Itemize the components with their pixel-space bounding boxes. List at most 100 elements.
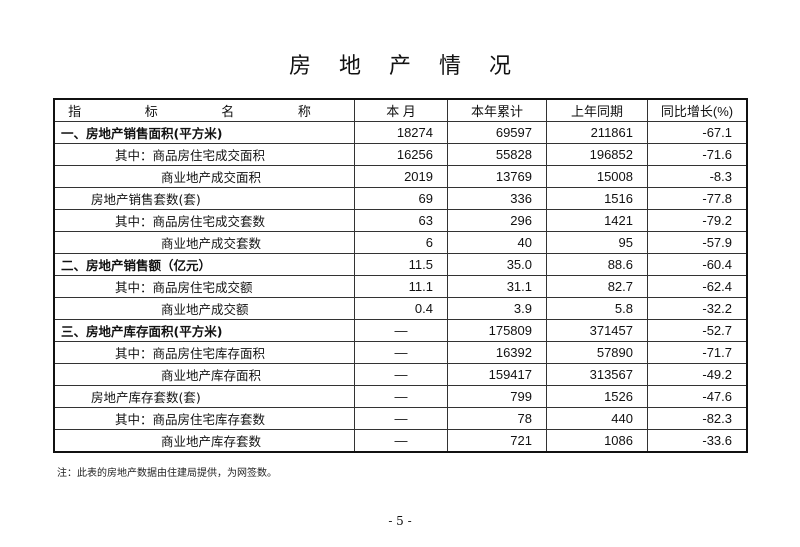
row-value: -49.2 [647,363,748,386]
row-value: — [354,429,448,453]
row-value: 82.7 [546,275,648,298]
table-row: 房地产库存套数(套) —799 1526 -47.6 [53,385,748,408]
row-value: 40 [447,231,547,254]
row-value: 1516 [546,187,648,210]
row-indicator-name: 房地产销售套数(套) [53,187,355,210]
row-indicator-name: 商业地产成交面积 [53,165,355,188]
row-value: 799 [447,385,547,408]
row-indicator-name: 商业地产成交套数 [53,231,355,254]
table-row: 一、房地产销售面积(平方米) 18274 69597 211861 -67.1 [53,121,748,144]
row-value: 5.8 [546,297,648,320]
row-indicator-name: 其中：商品房住宅成交套数 [53,209,355,232]
row-value: 15008 [546,165,648,188]
table-row: 商业地产库存面积 —159417 313567 -49.2 [53,363,748,386]
row-value: -60.4 [647,253,748,276]
row-value: 31.1 [447,275,547,298]
row-value: -57.9 [647,231,748,254]
row-value: 57890 [546,341,648,364]
header-this-month: 本 月 [354,98,448,122]
row-value: 88.6 [546,253,648,276]
page-number: - 5 - [388,514,412,528]
row-value: 69 [354,187,448,210]
table-row: 商业地产库存套数 —721 1086 -33.6 [53,429,748,453]
row-value: 440 [546,407,648,430]
row-value: 69597 [447,121,547,144]
row-value: -52.7 [647,319,748,342]
table-row: 商业地产成交面积 2019 13769 15008 -8.3 [53,165,748,188]
row-value: 78 [447,407,547,430]
row-indicator-name: 商业地产库存套数 [53,429,355,453]
footnote: 注：此表的房地产数据由住建局提供，为网签数。 [57,468,277,479]
row-value: 55828 [447,143,547,166]
row-value: -47.6 [647,385,748,408]
row-value: -32.2 [647,297,748,320]
table-row: 房地产销售套数(套) 69 336 1516 -77.8 [53,187,748,210]
row-value: — [354,407,448,430]
row-value: -62.4 [647,275,748,298]
row-value: 11.1 [354,275,448,298]
title-char: 情 [439,54,462,79]
table-row: 商业地产成交额 0.4 3.9 5.8 -32.2 [53,297,748,320]
row-value: — [354,341,448,364]
row-indicator-name: 三、房地产库存面积(平方米) [53,319,355,342]
row-value: 3.9 [447,297,547,320]
row-value: 1421 [546,209,648,232]
title-char: 地 [338,54,361,79]
row-value: 6 [354,231,448,254]
table-row: 商业地产成交套数 6 40 95 -57.9 [53,231,748,254]
row-value: -71.7 [647,341,748,364]
row-value: 175809 [447,319,547,342]
row-indicator-name: 商业地产成交额 [53,297,355,320]
table-row: 其中：商品房住宅成交套数 63 296 1421 -79.2 [53,209,748,232]
row-indicator-name: 二、房地产销售额（亿元） [53,253,355,276]
table-row: 三、房地产库存面积(平方米) —175809 371457 -52.7 [53,319,748,342]
row-value: — [354,363,448,386]
row-value: 721 [447,429,547,453]
row-value: 35.0 [447,253,547,276]
page-title: 房地产情况 [0,48,800,80]
header-indicator: 指 标 名 称 [53,98,355,122]
row-value: 18274 [354,121,448,144]
row-value: 371457 [546,319,648,342]
row-value: -82.3 [647,407,748,430]
real-estate-table: 指 标 名 称 本 月 本年累计 上年同期 同比增长(%) 一、房地产销售面积(… [53,98,748,453]
row-value: 336 [447,187,547,210]
row-value: 313567 [546,363,648,386]
row-value: 296 [447,209,547,232]
row-indicator-name: 其中：商品房住宅库存套数 [53,407,355,430]
table-row: 其中：商品房住宅成交额 11.1 31.1 82.7 -62.4 [53,275,748,298]
row-value: -77.8 [647,187,748,210]
title-char: 房 [288,54,311,79]
header-yoy: 同比增长(%) [647,98,748,122]
row-indicator-name: 其中：商品房住宅库存面积 [53,341,355,364]
row-indicator-name: 商业地产库存面积 [53,363,355,386]
table-header-row: 指 标 名 称 本 月 本年累计 上年同期 同比增长(%) [53,98,748,122]
row-value: 196852 [546,143,648,166]
header-ytd: 本年累计 [447,98,547,122]
row-value: -71.6 [647,143,748,166]
row-value: — [354,319,448,342]
row-indicator-name: 房地产库存套数(套) [53,385,355,408]
row-value: -33.6 [647,429,748,453]
row-value: -8.3 [647,165,748,188]
title-char: 况 [489,54,512,79]
row-value: 63 [354,209,448,232]
row-value: 1086 [546,429,648,453]
row-value: -67.1 [647,121,748,144]
row-value: 1526 [546,385,648,408]
table-row: 二、房地产销售额（亿元） 11.5 35.0 88.6 -60.4 [53,253,748,276]
row-value: 211861 [546,121,648,144]
row-value: 95 [546,231,648,254]
row-value: 159417 [447,363,547,386]
header-last-year: 上年同期 [546,98,648,122]
row-indicator-name: 其中：商品房住宅成交额 [53,275,355,298]
title-char: 产 [388,54,411,79]
row-indicator-name: 一、房地产销售面积(平方米) [53,121,355,144]
row-value: 2019 [354,165,448,188]
row-value: 13769 [447,165,547,188]
row-value: 16256 [354,143,448,166]
row-indicator-name: 其中：商品房住宅成交面积 [53,143,355,166]
table-row: 其中：商品房住宅库存面积 —16392 57890 -71.7 [53,341,748,364]
row-value: -79.2 [647,209,748,232]
row-value: 11.5 [354,253,448,276]
